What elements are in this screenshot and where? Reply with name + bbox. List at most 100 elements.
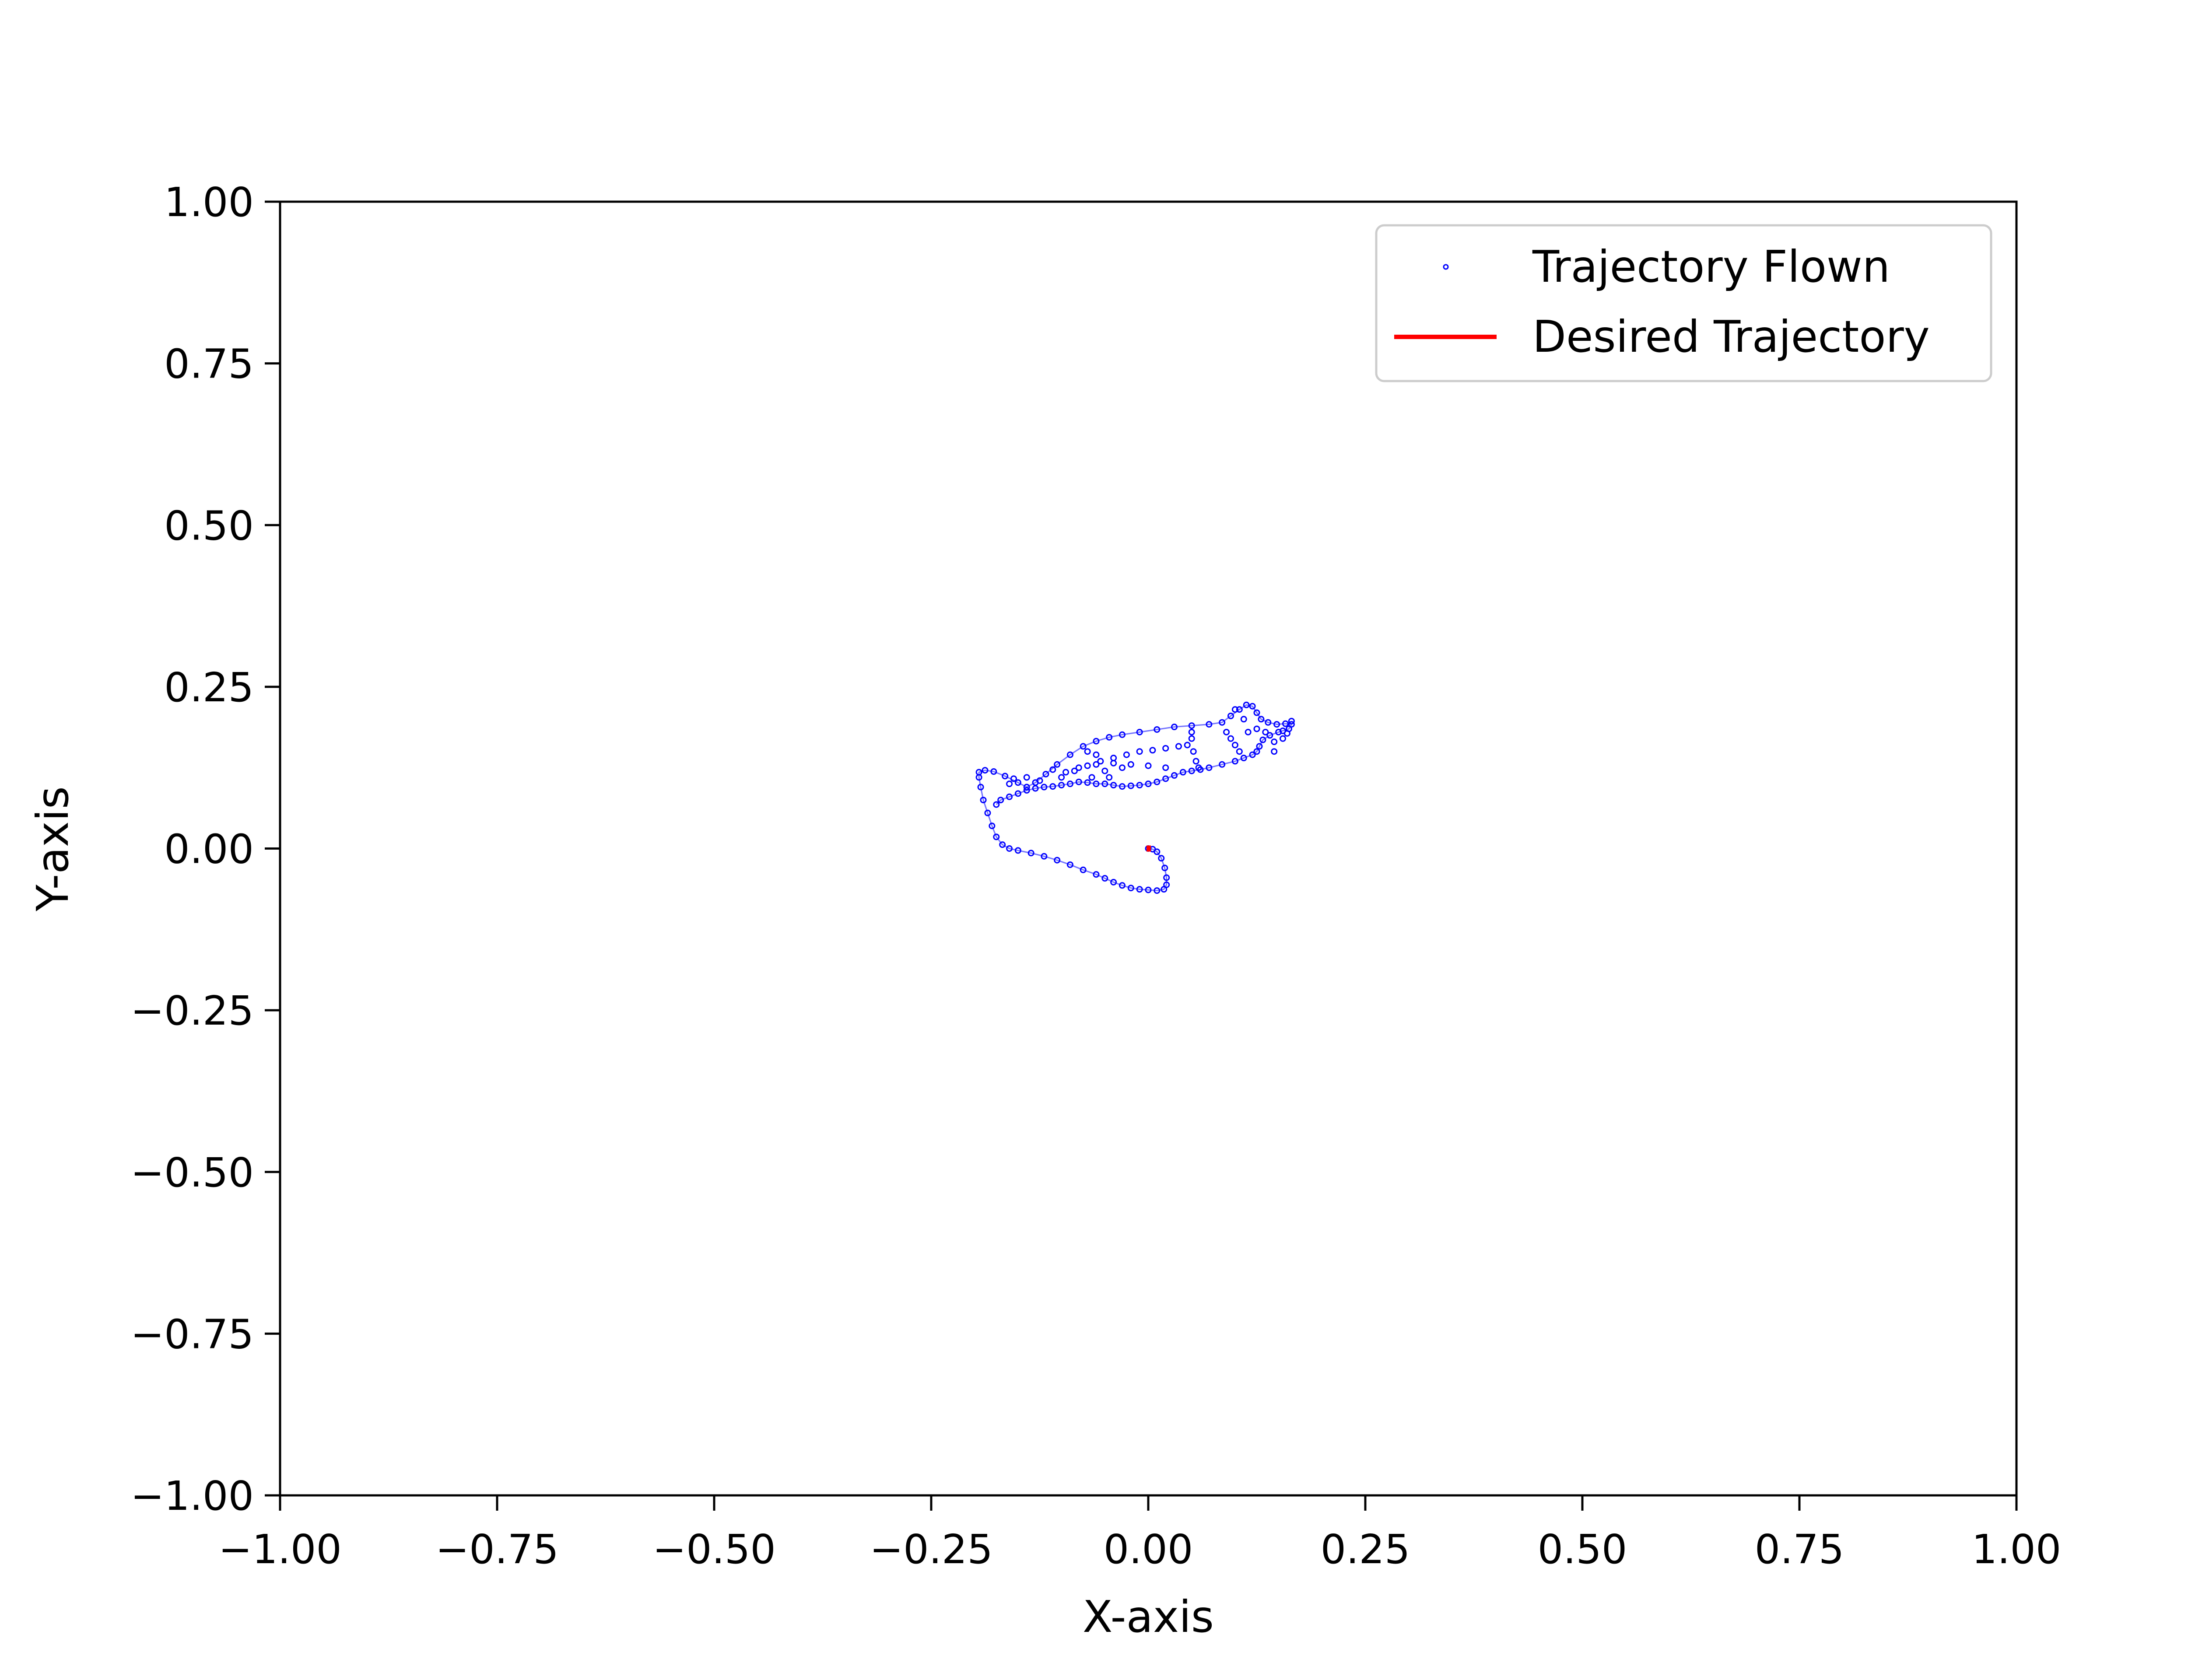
x-tick-label: −0.75 bbox=[435, 1526, 559, 1573]
trajectory-flown-point bbox=[1080, 866, 1087, 873]
trajectory-flown-point bbox=[1231, 758, 1238, 765]
trajectory-flown-point bbox=[1249, 703, 1256, 710]
trajectory-flown-point bbox=[1123, 751, 1130, 758]
trajectory-flown-point bbox=[1206, 721, 1213, 728]
trajectory-flown-point bbox=[1027, 850, 1034, 857]
trajectory-flown-point bbox=[1093, 751, 1100, 758]
trajectory-flown-point bbox=[1084, 748, 1091, 755]
x-tick-label: −0.25 bbox=[870, 1526, 993, 1573]
trajectory-flown-point bbox=[1066, 861, 1073, 868]
trajectory-flown-point bbox=[989, 822, 996, 830]
trajectory-flown-point bbox=[1071, 767, 1078, 774]
trajectory-flown-point bbox=[1265, 719, 1272, 726]
trajectory-flown-point bbox=[993, 833, 1000, 840]
x-axis-ticks: −1.00 −0.75 −0.50 −0.25 0.00 0.25 0.50 0.75 1.00 bbox=[218, 1495, 2061, 1573]
y-axis-ticks: −1.00 −0.75 −0.50 −0.25 0.00 0.25 0.50 0.75 1.00 bbox=[130, 179, 280, 1519]
trajectory-flown-point bbox=[999, 841, 1006, 848]
trajectory-flown-point bbox=[1253, 748, 1260, 755]
plot-data-layer bbox=[975, 701, 1295, 894]
trajectory-flown-point bbox=[1119, 764, 1126, 771]
trajectory-flown-point bbox=[1175, 743, 1182, 750]
trajectory-flown-point bbox=[1280, 735, 1287, 742]
trajectory-flown-point bbox=[1184, 742, 1191, 749]
legend-trajectory-flown-label: Trajectory Flown bbox=[1532, 241, 1890, 292]
trajectory-flown-point bbox=[1062, 769, 1069, 776]
trajectory-flown-point bbox=[1145, 886, 1152, 893]
y-tick-label: 1.00 bbox=[164, 179, 254, 226]
y-tick-label: −0.50 bbox=[130, 1149, 254, 1196]
trajectory-flown-point bbox=[1266, 732, 1273, 739]
trajectory-flown-point bbox=[1280, 727, 1287, 734]
trajectory-flown-point bbox=[1136, 782, 1143, 789]
trajectory-flown-point bbox=[1231, 706, 1238, 713]
trajectory-flown-point bbox=[1240, 716, 1247, 723]
trajectory-flown-point bbox=[1188, 735, 1195, 742]
trajectory-flown-point bbox=[1049, 766, 1056, 773]
trajectory-flown-point bbox=[1288, 718, 1295, 724]
trajectory-flown-point bbox=[1162, 764, 1169, 771]
trajectory-flown-point bbox=[1179, 769, 1186, 776]
trajectory-flown-point bbox=[1258, 716, 1265, 723]
trajectory-flown-point bbox=[1158, 855, 1165, 862]
trajectory-flown-point bbox=[1002, 773, 1009, 780]
trajectory-flown-point bbox=[1161, 886, 1168, 893]
trajectory-flown-point bbox=[1231, 742, 1238, 749]
trajectory-flown-point bbox=[1243, 701, 1250, 708]
trajectory-flown-point bbox=[1088, 774, 1095, 781]
x-tick-label: −1.00 bbox=[218, 1526, 342, 1573]
trajectory-flown-point bbox=[1262, 728, 1269, 735]
trajectory-flown-point bbox=[1084, 762, 1091, 769]
trajectory-flown-point bbox=[1171, 772, 1178, 779]
trajectory-flown-point bbox=[1253, 725, 1260, 732]
trajectory-flown-point bbox=[1161, 864, 1168, 872]
x-tick-label: 1.00 bbox=[1972, 1526, 2062, 1573]
trajectory-flown-point bbox=[1110, 782, 1117, 789]
trajectory-flown-point bbox=[1010, 775, 1017, 782]
trajectory-flown-point bbox=[1075, 778, 1082, 785]
trajectory-flown-point bbox=[1058, 774, 1065, 781]
y-tick-label: 0.50 bbox=[164, 502, 254, 549]
trajectory-flown-point bbox=[1119, 731, 1126, 738]
trajectory-flown-point bbox=[1154, 887, 1161, 894]
trajectory-flown-point bbox=[1023, 787, 1030, 794]
trajectory-flown-point bbox=[1271, 738, 1278, 746]
trajectory-flown-point bbox=[1101, 767, 1108, 774]
trajectory-flown-point bbox=[1145, 780, 1152, 788]
y-tick-label: 0.25 bbox=[164, 664, 254, 711]
trajectory-flown-point bbox=[975, 769, 982, 776]
x-tick-label: 0.25 bbox=[1321, 1526, 1410, 1573]
trajectory-flown-point bbox=[993, 801, 1000, 808]
trajectory-flown-point bbox=[1223, 728, 1230, 735]
trajectory-flown-point bbox=[1145, 762, 1152, 769]
trajectory-flown-point bbox=[1014, 790, 1021, 797]
x-axis-label: X-axis bbox=[1083, 1591, 1214, 1642]
x-tick-label: 0.00 bbox=[1104, 1526, 1193, 1573]
trajectory-flown-point bbox=[1032, 785, 1039, 792]
trajectory-flown-point bbox=[1154, 726, 1161, 733]
trajectory-flown-point bbox=[1023, 774, 1030, 781]
trajectory-flown-point bbox=[1084, 779, 1091, 786]
y-tick-label: −0.75 bbox=[130, 1311, 254, 1358]
trajectory-flown-point bbox=[1271, 748, 1278, 755]
trajectory-flown-point bbox=[1162, 775, 1169, 782]
trajectory-flown-point bbox=[1190, 748, 1197, 755]
trajectory-flown-point bbox=[1219, 719, 1226, 726]
trajectory-flown-point bbox=[1080, 743, 1087, 750]
trajectory-flown-point bbox=[1188, 728, 1195, 735]
x-tick-label: 0.75 bbox=[1755, 1526, 1844, 1573]
y-tick-label: −1.00 bbox=[130, 1473, 254, 1519]
trajectory-flown-point bbox=[1256, 743, 1263, 750]
trajectory-flown-point bbox=[1154, 778, 1161, 785]
trajectory-flown-point bbox=[1219, 761, 1226, 768]
trajectory-flown-point bbox=[1093, 761, 1100, 768]
trajectory-flown-point bbox=[1006, 780, 1013, 788]
trajectory-flown-point bbox=[1192, 758, 1199, 765]
trajectory-flown-point bbox=[1227, 712, 1234, 719]
trajectory-flown-point bbox=[1188, 722, 1195, 729]
trajectory-flown-point bbox=[1249, 751, 1256, 758]
trajectory-flown-point bbox=[1119, 783, 1126, 790]
trajectory-flown-point bbox=[1058, 782, 1065, 789]
trajectory-flown-point bbox=[1014, 847, 1021, 854]
trajectory-flown-point bbox=[1006, 793, 1013, 800]
trajectory-flown-point bbox=[1097, 758, 1104, 765]
